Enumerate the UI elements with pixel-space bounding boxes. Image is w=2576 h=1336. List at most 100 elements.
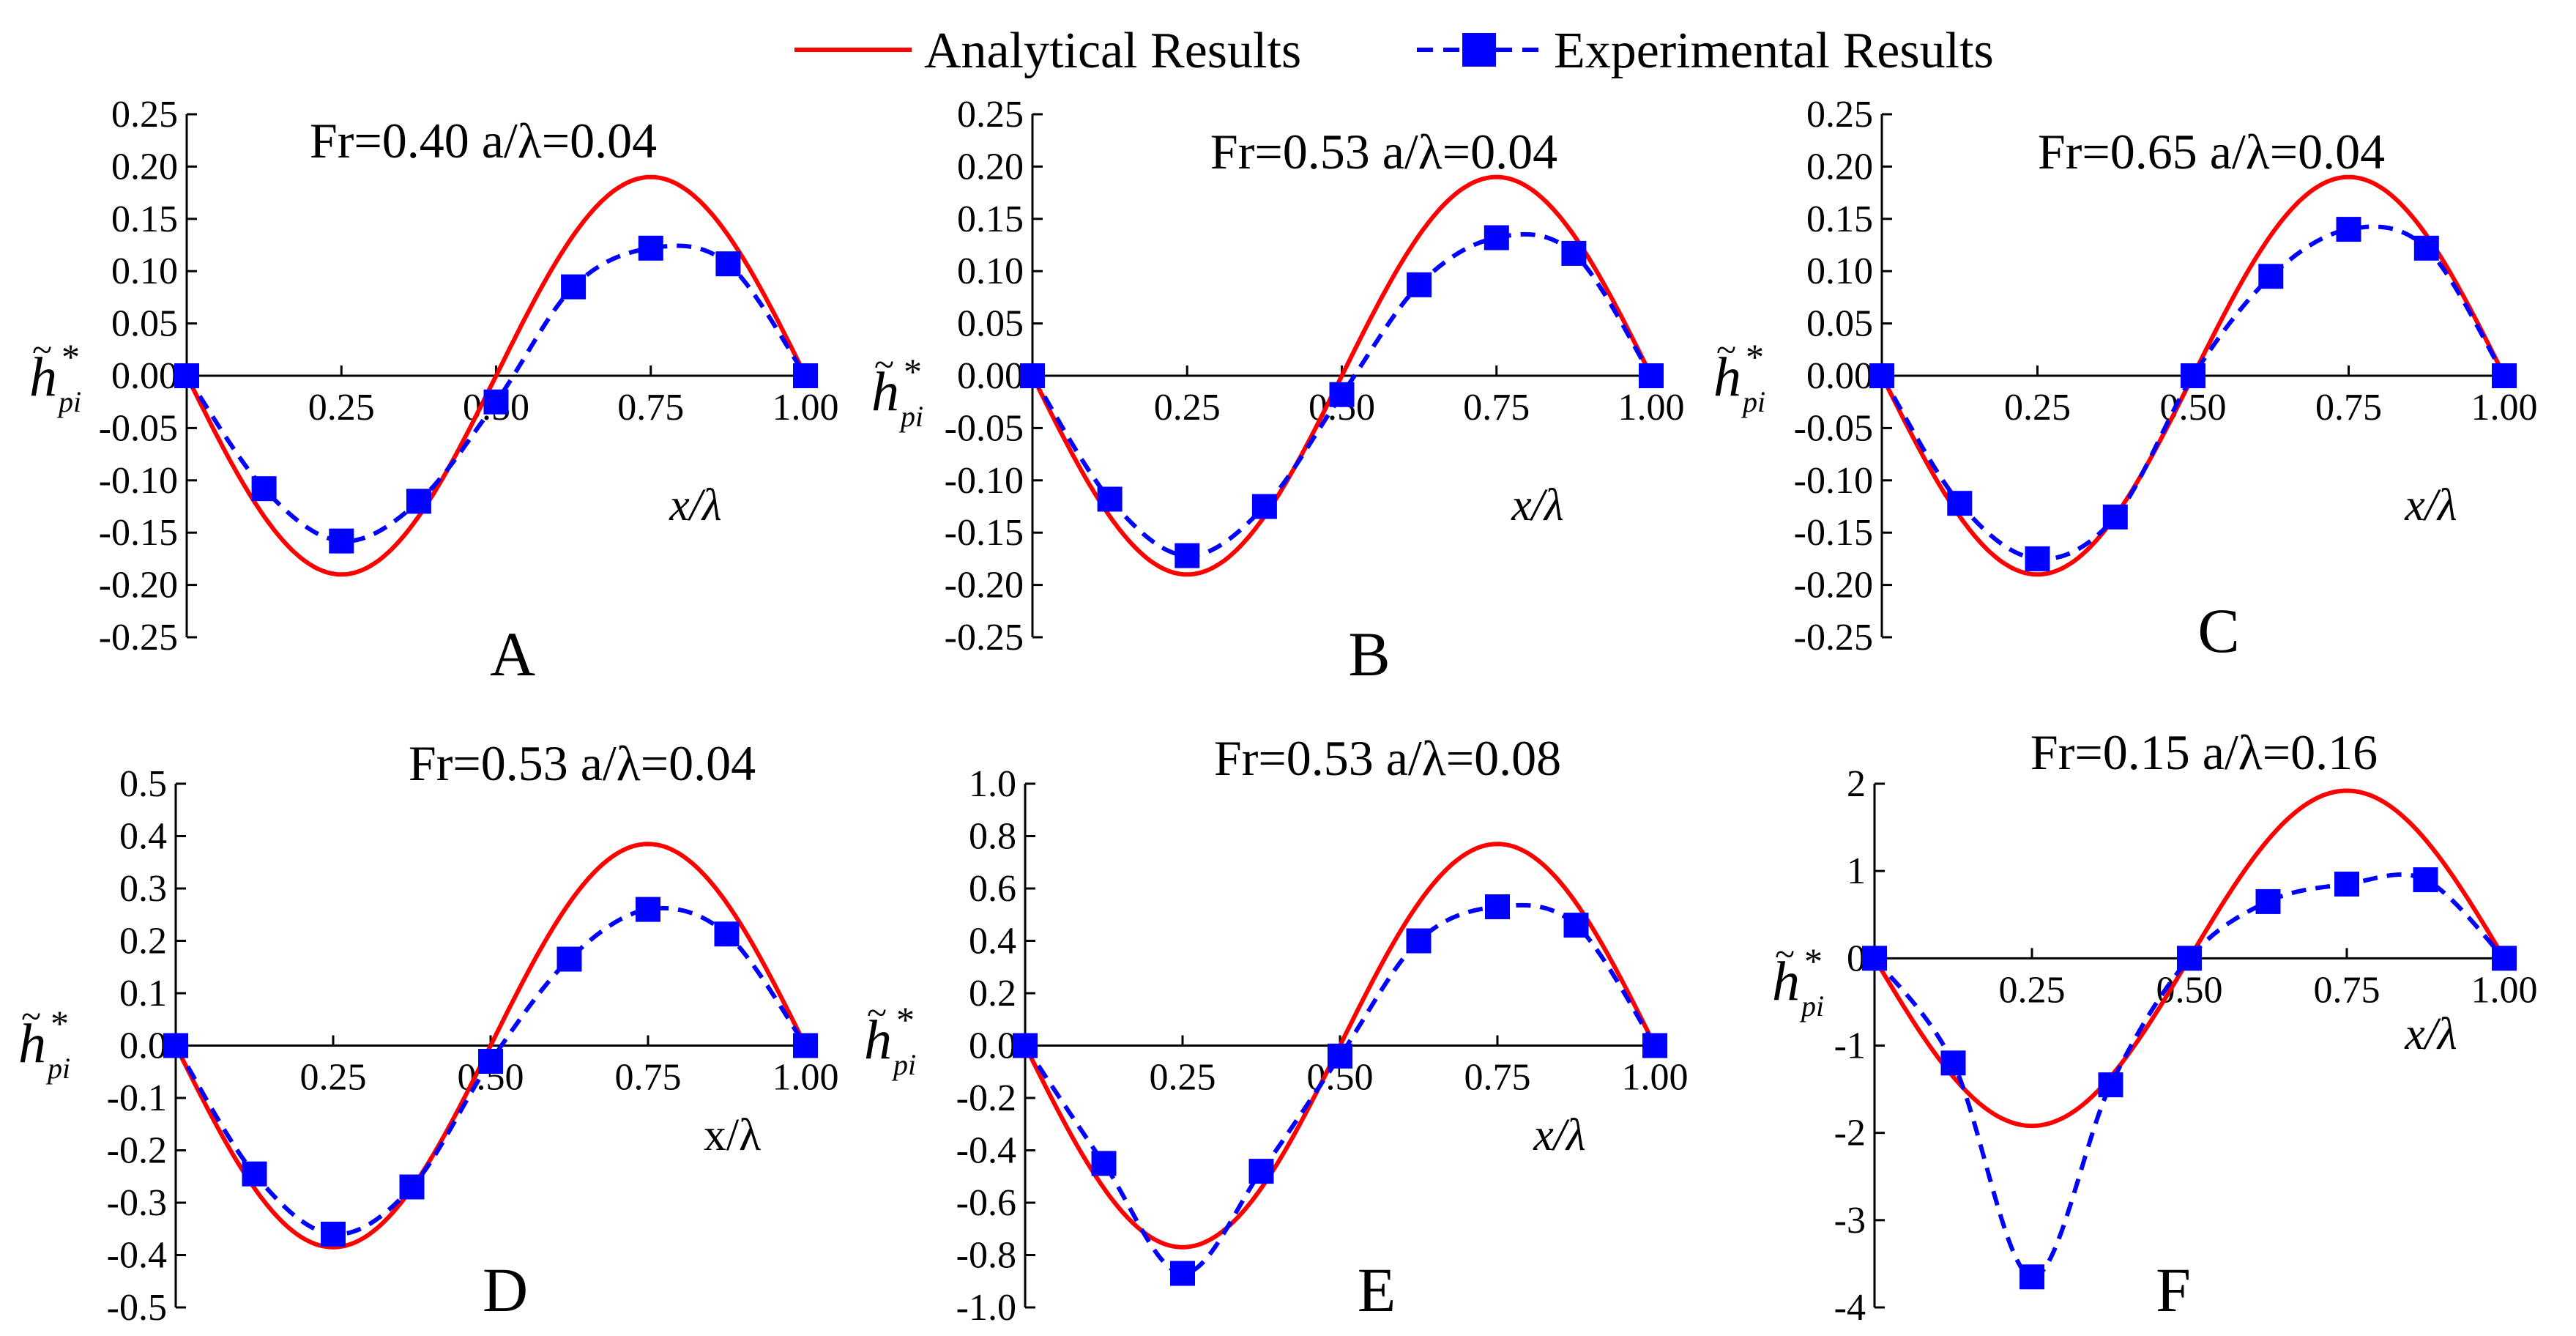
y-tick-label: -0.8 — [956, 1235, 1016, 1277]
experimental-point — [163, 1033, 188, 1058]
experimental-point — [1862, 946, 1887, 971]
experimental-point — [1097, 486, 1123, 512]
x-tick-label: 0.75 — [1463, 387, 1530, 428]
experimental-point — [2413, 867, 2438, 893]
y-tick-label: 0.15 — [111, 198, 178, 240]
y-tick-label: -0.3 — [107, 1182, 167, 1224]
y-tick-label: -0.25 — [1794, 617, 1873, 658]
x-axis-label: x/λ — [704, 1110, 761, 1160]
y-tick-label: 0.10 — [111, 250, 178, 292]
y-tick-label: 0.15 — [957, 198, 1024, 240]
y-tick-label: 2 — [1847, 763, 1866, 805]
y-label-base: h — [29, 346, 57, 408]
y-tick-label: 0.00 — [1806, 355, 1873, 397]
x-axis-label: x/λ — [669, 480, 722, 530]
experimental-point — [1013, 1033, 1038, 1058]
experimental-point — [1869, 363, 1894, 388]
x-axis-label: x/λ — [2404, 1009, 2457, 1059]
y-tick-label: 0.8 — [969, 816, 1016, 858]
experimental-point — [2334, 872, 2359, 897]
x-tick-label: 0.25 — [1154, 387, 1221, 428]
x-axis-label: x/λ — [1511, 480, 1564, 530]
experimental-point — [1406, 928, 1432, 954]
experimental-point — [242, 1161, 267, 1187]
y-label-sub: pi — [56, 385, 81, 418]
y-tick-label: 0.00 — [957, 355, 1024, 397]
panel-letter: A — [490, 619, 535, 689]
x-tick-label: 0.75 — [1464, 1057, 1531, 1099]
y-axis-label: ~h * pi — [29, 329, 81, 418]
experimental-point — [2020, 1264, 2044, 1290]
x-tick-label: 0.75 — [2314, 969, 2380, 1011]
y-tick-label: -0.5 — [107, 1287, 167, 1329]
y-tick-label: -1 — [1834, 1025, 1866, 1067]
panel-a: -0.25 -0.20 -0.15 -0.10 -0.05 0.00 0.05 0.10 0.1… — [29, 94, 839, 689]
y-tick-label: 1.0 — [969, 763, 1016, 805]
legend-analytical-label: Analytical Results — [924, 23, 1301, 79]
y-tick-label: 0.6 — [969, 868, 1016, 910]
experimental-point — [715, 251, 741, 277]
experimental-point — [2492, 363, 2517, 388]
experimental-point — [1485, 894, 1510, 919]
y-tick-label: 0.05 — [111, 303, 178, 345]
y-label-accent: ~ — [1716, 329, 1736, 370]
x-tick-label: 1.00 — [2471, 969, 2538, 1011]
y-label-sub: pi — [1799, 990, 1824, 1023]
experimental-point — [1561, 240, 1587, 266]
legend-experimental-marker — [1462, 33, 1496, 67]
y-tick-label: 0.2 — [119, 921, 167, 962]
experimental-point — [793, 1033, 818, 1058]
y-tick-label: 0.10 — [957, 250, 1024, 292]
y-tick-label: -1.0 — [956, 1287, 1016, 1329]
experimental-point — [406, 489, 431, 514]
experimental-point — [1020, 363, 1045, 388]
experimental-point — [2492, 946, 2517, 971]
x-tick-label: 0.25 — [308, 387, 375, 428]
experimental-point — [1175, 543, 1200, 568]
panel-e: -1.0 -0.8 -0.6 -0.4 -0.2 0.0 0.2 0.4 0.6 0.8 1.0 0.… — [864, 730, 1689, 1329]
y-tick-label: -0.10 — [99, 460, 178, 502]
experimental-point — [2255, 888, 2281, 914]
y-tick-label: -0.25 — [99, 617, 178, 658]
y-tick-label: 0.20 — [111, 146, 178, 188]
analytical-series-line — [174, 842, 808, 1250]
y-tick-label: 0.4 — [969, 921, 1016, 962]
y-tick-label: 0.00 — [111, 355, 178, 397]
y-tick-label: 0.05 — [957, 303, 1024, 345]
analytical-series-line — [185, 174, 808, 577]
y-tick-label: 0.20 — [957, 146, 1024, 188]
x-tick-label: 1.00 — [773, 387, 839, 428]
panel-letter: C — [2197, 595, 2239, 666]
experimental-point — [714, 921, 740, 947]
experimental-point — [636, 897, 660, 922]
x-axis-label: x/λ — [1533, 1110, 1586, 1160]
y-tick-label: 0.25 — [1806, 94, 1873, 136]
y-axis-label: ~h * pi — [871, 344, 923, 433]
experimental-point — [2025, 546, 2050, 571]
experimental-point — [2181, 363, 2205, 388]
x-tick-label: 1.00 — [1618, 387, 1685, 428]
y-tick-label: 0.4 — [119, 816, 167, 858]
experimental-point — [1251, 494, 1277, 519]
panel-letter: B — [1348, 619, 1390, 689]
y-tick-label: -0.05 — [945, 407, 1024, 449]
y-tick-label: -0.20 — [945, 565, 1024, 606]
y-tick-label: 0.5 — [119, 763, 167, 805]
y-tick-label: 0.25 — [957, 94, 1024, 136]
x-tick-label: 1.00 — [773, 1057, 839, 1099]
experimental-point — [1329, 382, 1355, 407]
experimental-point — [1091, 1151, 1117, 1176]
y-label-accent: ~ — [874, 344, 894, 385]
experimental-point — [329, 528, 354, 554]
x-tick-label: 0.25 — [1150, 1057, 1216, 1099]
panels: -0.25 -0.20 -0.15 -0.10 -0.05 0.00 0.05 0.10 0.1… — [18, 94, 2538, 1329]
y-tick-label: 0.25 — [111, 94, 178, 136]
experimental-point — [251, 476, 277, 502]
y-label-sup: * — [62, 336, 80, 377]
experimental-point — [2258, 264, 2284, 289]
y-label-sup: * — [1804, 940, 1823, 981]
y-tick-label: -2 — [1834, 1113, 1866, 1154]
y-tick-label: -0.4 — [956, 1130, 1016, 1172]
experimental-point — [1484, 225, 1509, 250]
